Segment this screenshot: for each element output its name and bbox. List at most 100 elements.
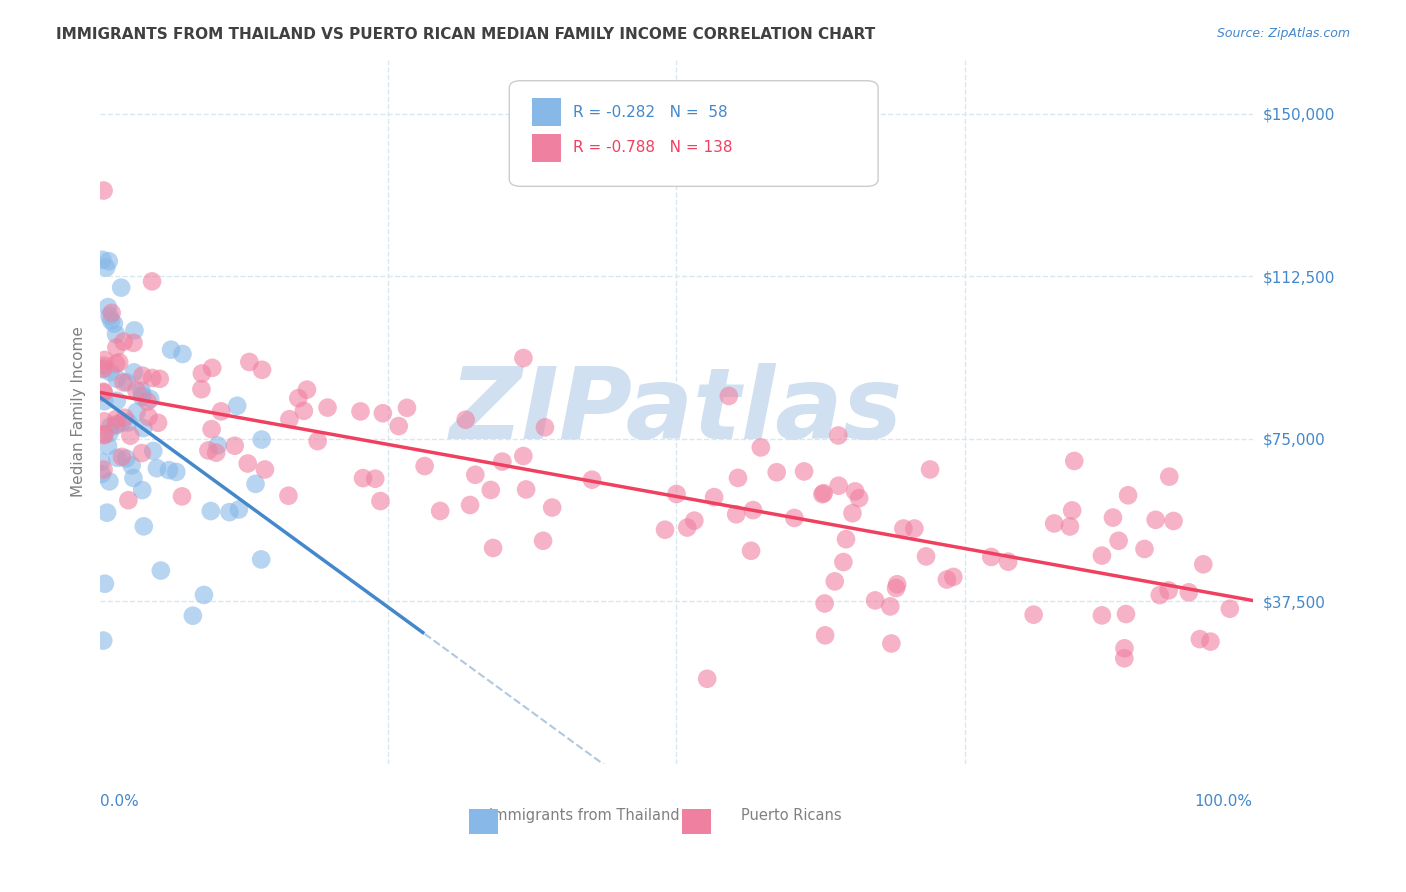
- Puerto Ricans: [1091, 549, 1114, 563]
- Puerto Ricans: [835, 532, 858, 546]
- Puerto Ricans: [120, 428, 142, 442]
- Immigrants from Thailand: [98, 425, 121, 440]
- Immigrants from Thailand: [103, 317, 125, 331]
- Puerto Ricans: [727, 471, 749, 485]
- Puerto Ricans: [112, 334, 135, 349]
- Puerto Ricans: [813, 597, 835, 611]
- Immigrants from Thailand: [98, 419, 121, 434]
- Immigrants from Thailand: [97, 254, 120, 268]
- Puerto Ricans: [105, 412, 128, 426]
- Immigrants from Thailand: [207, 438, 229, 452]
- Puerto Ricans: [676, 520, 699, 534]
- Puerto Ricans: [370, 494, 392, 508]
- Puerto Ricans: [278, 412, 301, 426]
- Puerto Ricans: [277, 489, 299, 503]
- Puerto Ricans: [703, 490, 725, 504]
- Immigrants from Thailand: [105, 393, 128, 408]
- Immigrants from Thailand: [250, 433, 273, 447]
- Puerto Ricans: [841, 506, 863, 520]
- Puerto Ricans: [1108, 533, 1130, 548]
- Immigrants from Thailand: [91, 362, 114, 376]
- Puerto Ricans: [131, 368, 153, 383]
- Puerto Ricans: [238, 355, 260, 369]
- Puerto Ricans: [844, 484, 866, 499]
- Immigrants from Thailand: [122, 365, 145, 379]
- Text: Puerto Ricans: Puerto Ricans: [741, 808, 842, 823]
- Puerto Ricans: [191, 367, 214, 381]
- Puerto Ricans: [100, 306, 122, 320]
- Immigrants from Thailand: [245, 476, 267, 491]
- Immigrants from Thailand: [132, 421, 155, 435]
- Immigrants from Thailand: [91, 252, 114, 267]
- Puerto Ricans: [1133, 541, 1156, 556]
- Text: ZIPatlas: ZIPatlas: [450, 363, 903, 460]
- Immigrants from Thailand: [250, 552, 273, 566]
- Immigrants from Thailand: [115, 451, 138, 466]
- Bar: [470, 809, 498, 834]
- Puerto Ricans: [388, 419, 411, 434]
- Immigrants from Thailand: [105, 372, 128, 386]
- Immigrants from Thailand: [157, 463, 180, 477]
- Puerto Ricans: [93, 359, 115, 373]
- Puerto Ricans: [1091, 608, 1114, 623]
- Text: 100.0%: 100.0%: [1195, 794, 1253, 809]
- Puerto Ricans: [903, 522, 925, 536]
- Puerto Ricans: [793, 465, 815, 479]
- Puerto Ricans: [512, 351, 534, 365]
- Immigrants from Thailand: [98, 309, 121, 323]
- Puerto Ricans: [1022, 607, 1045, 622]
- Puerto Ricans: [146, 416, 169, 430]
- Puerto Ricans: [811, 487, 834, 501]
- Puerto Ricans: [942, 570, 965, 584]
- Text: Immigrants from Thailand: Immigrants from Thailand: [489, 808, 679, 823]
- Puerto Ricans: [980, 549, 1002, 564]
- Puerto Ricans: [364, 472, 387, 486]
- Puerto Ricans: [880, 636, 903, 650]
- Immigrants from Thailand: [218, 505, 240, 519]
- Puerto Ricans: [125, 384, 148, 398]
- Puerto Ricans: [827, 428, 849, 442]
- Y-axis label: Median Family Income: Median Family Income: [72, 326, 86, 497]
- Puerto Ricans: [1062, 503, 1084, 517]
- Text: 0.0%: 0.0%: [100, 794, 139, 809]
- Immigrants from Thailand: [193, 588, 215, 602]
- Puerto Ricans: [253, 462, 276, 476]
- Puerto Ricans: [683, 514, 706, 528]
- Puerto Ricans: [1178, 585, 1201, 599]
- Puerto Ricans: [93, 462, 115, 476]
- Puerto Ricans: [371, 406, 394, 420]
- Immigrants from Thailand: [110, 280, 132, 294]
- Puerto Ricans: [236, 457, 259, 471]
- Puerto Ricans: [512, 449, 534, 463]
- Immigrants from Thailand: [124, 323, 146, 337]
- Immigrants from Thailand: [131, 483, 153, 497]
- Immigrants from Thailand: [200, 504, 222, 518]
- Puerto Ricans: [105, 341, 128, 355]
- Immigrants from Thailand: [132, 519, 155, 533]
- Puerto Ricans: [316, 401, 339, 415]
- Puerto Ricans: [531, 533, 554, 548]
- Puerto Ricans: [491, 454, 513, 468]
- Puerto Ricans: [541, 500, 564, 515]
- Bar: [533, 134, 561, 161]
- Puerto Ricans: [783, 511, 806, 525]
- Puerto Ricans: [725, 508, 748, 522]
- Immigrants from Thailand: [125, 405, 148, 419]
- Puerto Ricans: [654, 523, 676, 537]
- Immigrants from Thailand: [100, 365, 122, 379]
- Puerto Ricans: [93, 353, 115, 368]
- Puerto Ricans: [1188, 632, 1211, 646]
- Puerto Ricans: [479, 483, 502, 497]
- Puerto Ricans: [190, 382, 212, 396]
- Puerto Ricans: [1102, 510, 1125, 524]
- Puerto Ricans: [117, 493, 139, 508]
- Puerto Ricans: [1157, 583, 1180, 598]
- Immigrants from Thailand: [91, 633, 114, 648]
- Puerto Ricans: [997, 555, 1019, 569]
- Puerto Ricans: [1116, 488, 1139, 502]
- Puerto Ricans: [1163, 514, 1185, 528]
- Puerto Ricans: [141, 274, 163, 288]
- Puerto Ricans: [893, 522, 915, 536]
- Immigrants from Thailand: [121, 458, 143, 473]
- Puerto Ricans: [886, 577, 908, 591]
